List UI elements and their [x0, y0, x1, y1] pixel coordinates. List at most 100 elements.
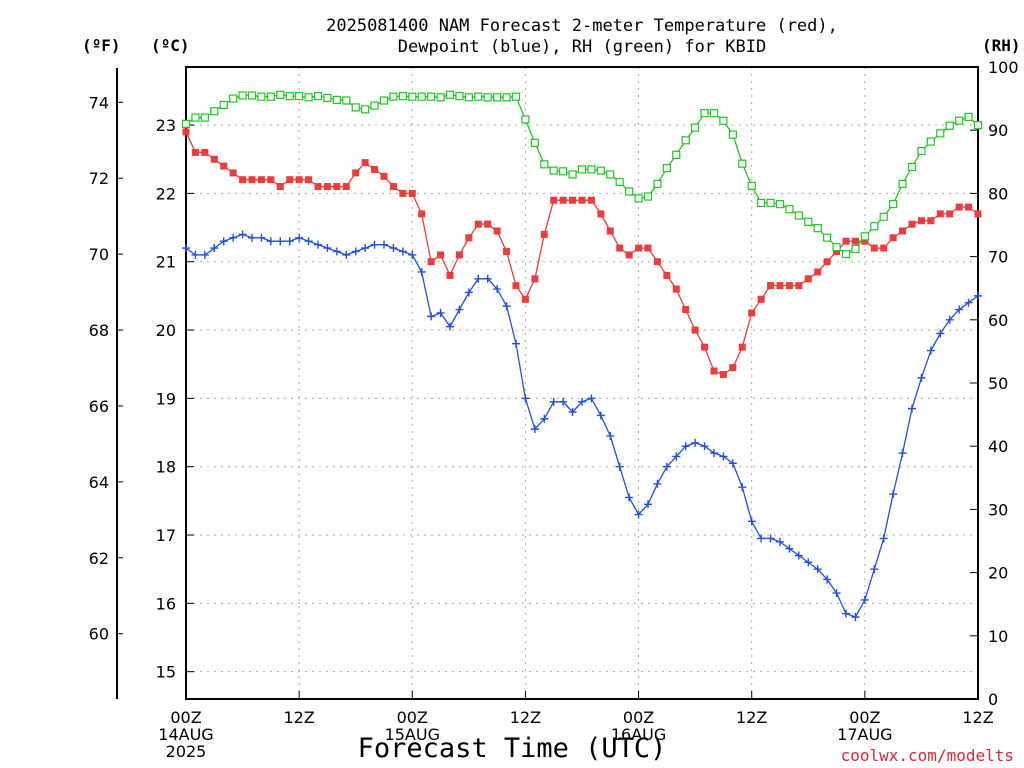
dewpoint-point	[625, 493, 634, 502]
rh-point	[719, 116, 728, 125]
dewpoint-point	[323, 244, 332, 253]
source-credit: coolwx.com/modelts	[840, 746, 1014, 765]
rh-point	[521, 115, 530, 124]
dewpoint-point	[351, 247, 360, 256]
temperature-point	[305, 176, 313, 184]
dewpoint-point	[917, 373, 926, 382]
dewpoint-point	[710, 449, 718, 458]
fahrenheit-tick-label: 72	[89, 169, 109, 188]
rh-point	[464, 93, 473, 102]
rh-tick-label: 20	[988, 564, 1008, 583]
temperature-point	[446, 271, 454, 279]
temperature-point	[248, 176, 256, 184]
rh-unit-label: (RH)	[982, 36, 1021, 55]
rh-point	[540, 160, 549, 169]
temperature-point	[182, 128, 190, 136]
rh-point	[728, 130, 737, 139]
temperature-point	[814, 268, 822, 276]
rh-point	[304, 93, 313, 102]
rh-tick-label: 70	[988, 248, 1008, 267]
rh-point	[238, 91, 247, 100]
temperature-point	[899, 227, 907, 235]
time-tick-label: 17AUG	[837, 725, 892, 744]
celsius-tick-label: 17	[156, 526, 176, 545]
fahrenheit-tick-label: 70	[89, 245, 109, 264]
dewpoint-point	[285, 237, 294, 246]
dewpoint-point	[455, 305, 464, 314]
time-tick-label: 12Z	[510, 708, 541, 727]
dewpoint-point	[691, 438, 700, 447]
rh-point	[823, 233, 832, 242]
time-tick-label: 00Z	[623, 708, 654, 727]
rh-point	[436, 93, 445, 102]
temperature-point	[776, 282, 784, 290]
rh-point	[379, 96, 389, 105]
temperature-point	[333, 183, 341, 191]
dewpoint-point	[794, 551, 803, 560]
dewpoint-point	[898, 449, 907, 458]
celsius-tick-label: 19	[156, 389, 176, 408]
rh-point	[851, 244, 860, 254]
temperature-point	[418, 210, 426, 218]
chart-title-line-1: 2025081400 NAM Forecast 2-meter Temperat…	[326, 16, 838, 36]
dewpoint-point	[681, 442, 690, 451]
rh-tick-label: 90	[988, 121, 1008, 140]
rh-tick-label: 100	[988, 58, 1019, 77]
temperature-point	[701, 343, 709, 351]
time-tick-label: 12Z	[962, 708, 993, 727]
rh-point	[285, 91, 294, 101]
temperature-point	[795, 282, 803, 290]
rh-point	[615, 177, 624, 187]
temperature-point	[427, 258, 435, 266]
temperature-point	[767, 282, 775, 290]
rh-point	[700, 109, 709, 118]
dewpoint-point	[530, 425, 539, 434]
temperature-point	[748, 309, 756, 317]
temperature-point	[823, 258, 831, 266]
temperature-point	[465, 234, 473, 242]
temperature-point	[455, 251, 463, 259]
dewpoint-point	[766, 534, 775, 543]
rh-point	[445, 90, 455, 99]
temperature-point	[389, 183, 397, 191]
dewpoint-point	[332, 247, 341, 256]
temperature-point	[512, 282, 520, 290]
rh-point	[747, 181, 756, 190]
time-tick-label: 2025	[166, 742, 207, 761]
celsius-tick-label: 22	[156, 184, 176, 203]
temperature-point	[682, 306, 690, 314]
temperature-point	[833, 247, 841, 255]
temperature-point	[597, 210, 605, 218]
dewpoint-point	[483, 274, 492, 283]
rh-point	[879, 212, 888, 221]
time-tick-label: 16AUG	[611, 725, 666, 744]
plot-frame	[185, 66, 979, 700]
dewpoint-point	[908, 404, 916, 413]
dewpoint-point	[842, 609, 850, 618]
celsius-tick-label: 20	[156, 321, 176, 340]
dewpoint-point	[502, 302, 511, 311]
temperature-point	[371, 165, 379, 173]
rh-point	[408, 92, 417, 101]
temperature-point	[257, 176, 265, 184]
temperature-point	[653, 258, 661, 266]
rh-point	[577, 165, 587, 174]
fahrenheit-axis: 60 62 64 66 68 70 72 74	[89, 93, 123, 644]
dewpoint-point	[757, 534, 766, 543]
rh-point	[775, 200, 785, 209]
rh-tick-label: 10	[988, 627, 1008, 646]
rh-point	[559, 167, 568, 176]
dewpoint-point	[653, 479, 662, 488]
temperature-point	[352, 169, 360, 177]
rh-point	[323, 93, 332, 103]
rh-point	[860, 232, 869, 241]
chart-title-line-2: Dewpoint (blue), RH (green) for KBID	[397, 37, 767, 57]
dewpoint-point	[945, 315, 954, 324]
celsius-tick-label: 21	[156, 253, 176, 272]
dewpoint-point	[615, 462, 624, 471]
rh-point	[681, 136, 690, 145]
temperature-point	[757, 295, 765, 303]
x-axis-label: Forecast Time (UTC)	[357, 733, 667, 764]
temperature-point	[587, 196, 595, 204]
dewpoint-point	[926, 346, 935, 355]
